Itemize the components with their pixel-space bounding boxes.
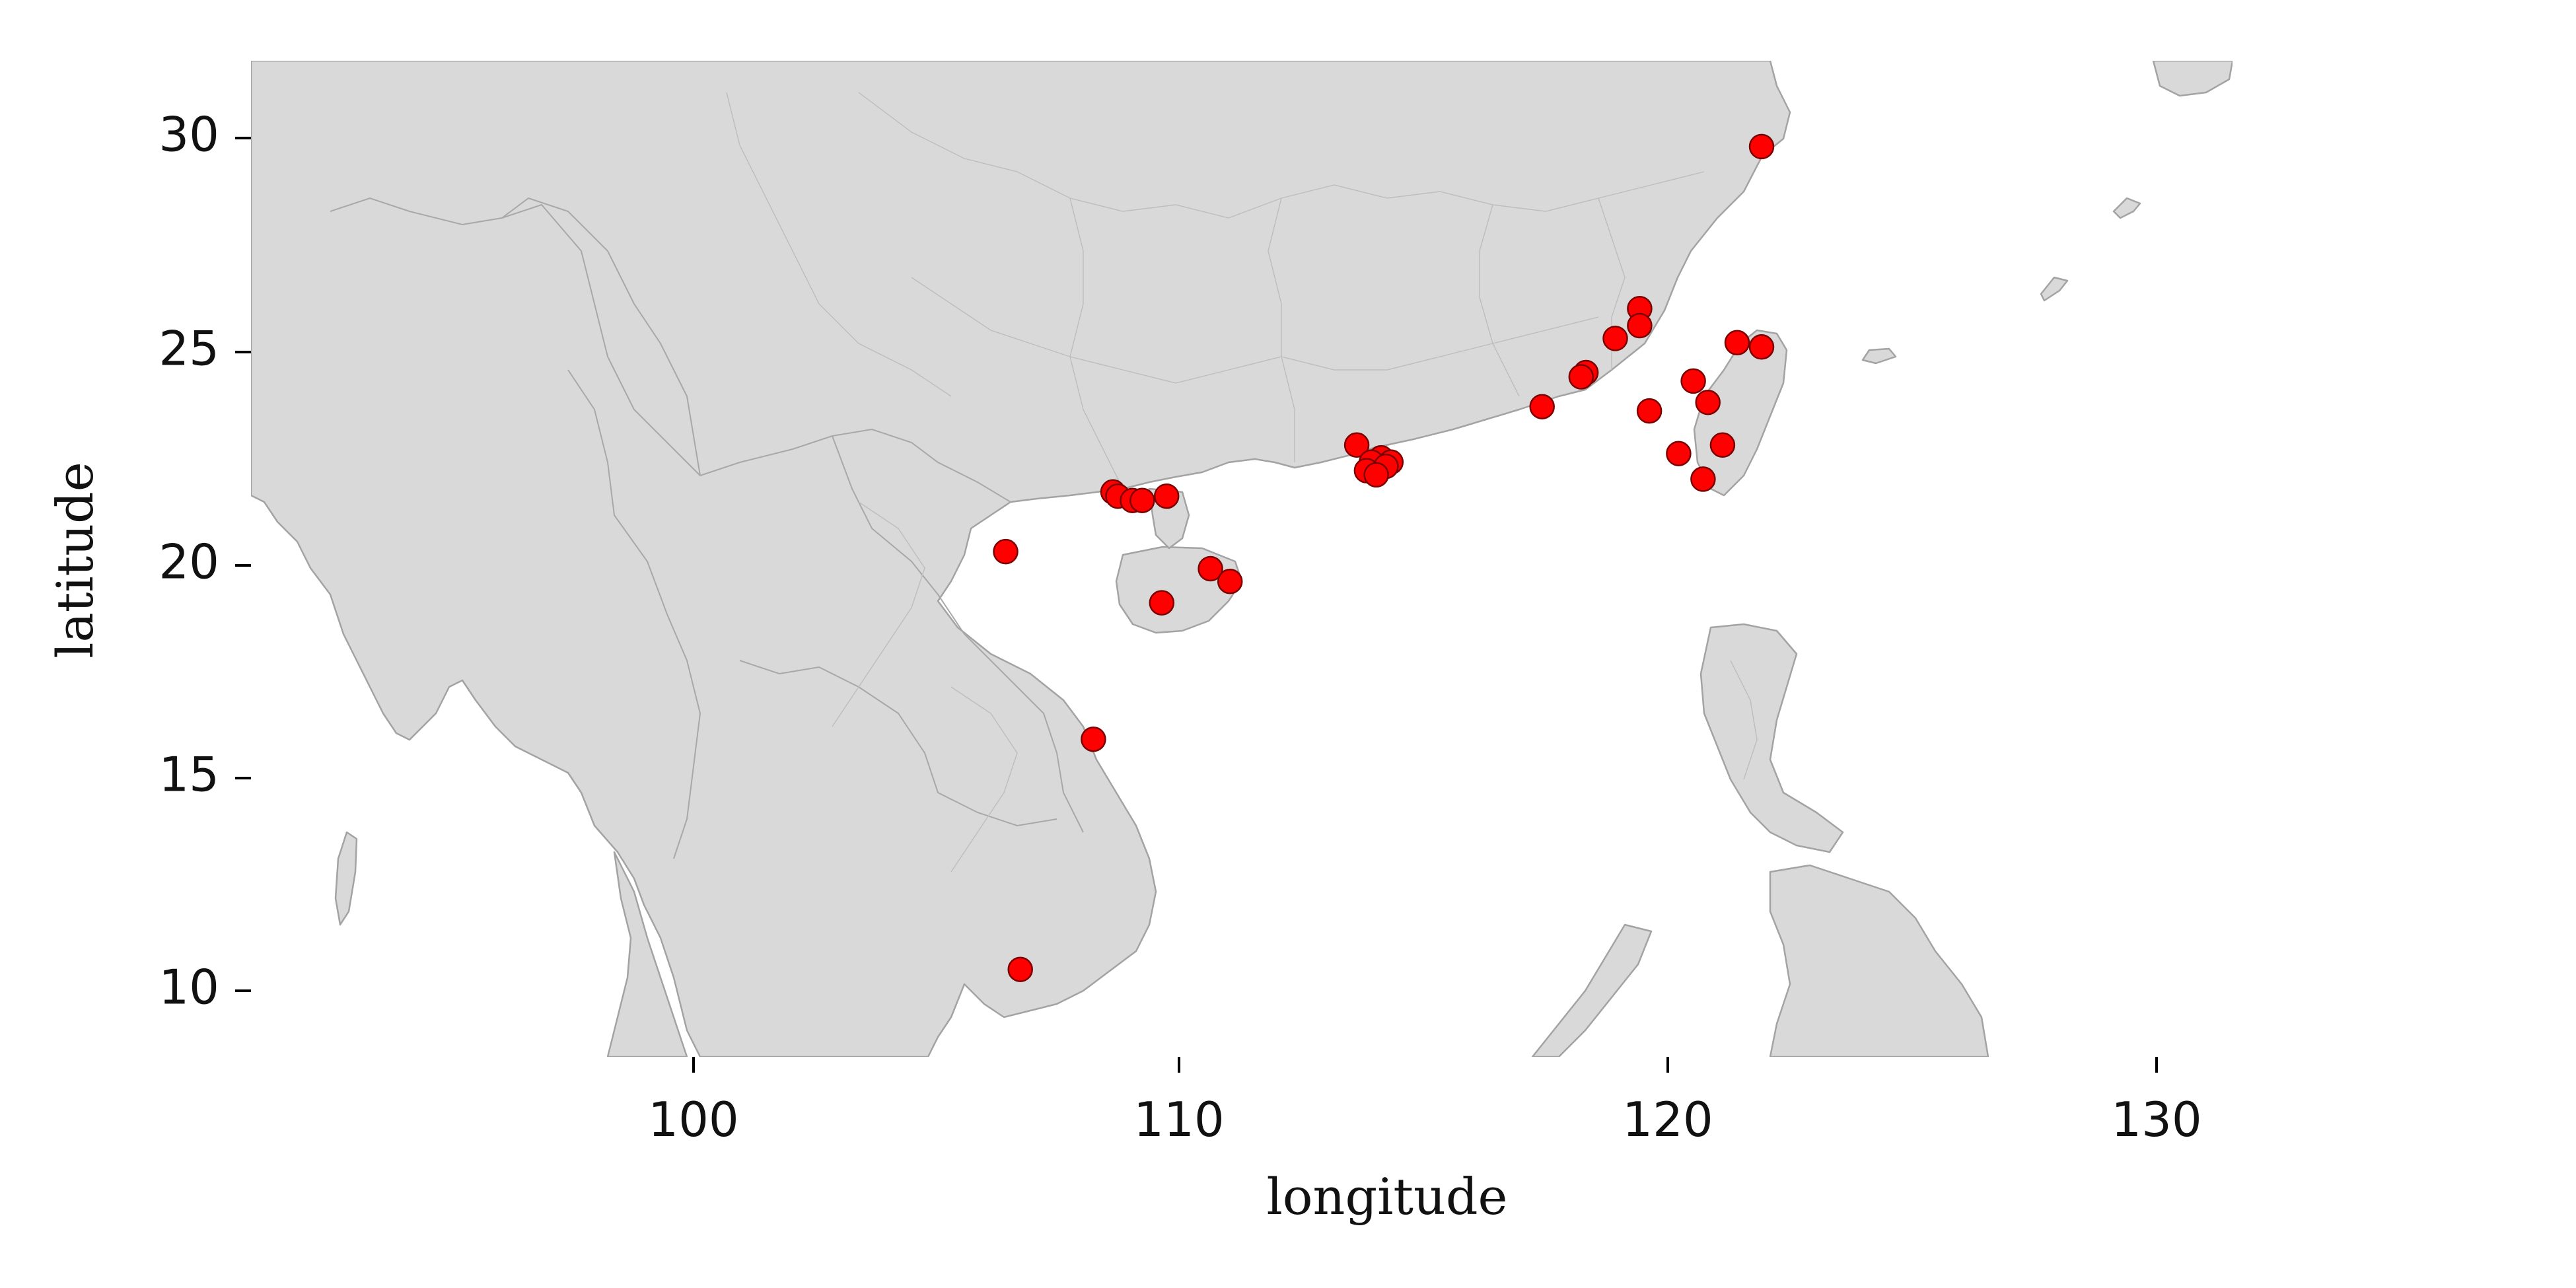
y-tick-label: 10 — [159, 960, 219, 1015]
y-axis: 30 25 20 15 10 latitude — [46, 107, 251, 1015]
province-border-8 — [832, 501, 925, 727]
visayas-islands — [1769, 864, 1989, 1057]
x-tick: 120 — [1622, 1057, 1713, 1147]
location-markers — [993, 133, 1775, 982]
location-marker — [1666, 441, 1692, 466]
y-tick: 10 — [159, 960, 251, 1015]
x-axis-title: longitude — [1266, 1167, 1507, 1226]
x-tick-label: 120 — [1622, 1092, 1713, 1147]
ryukyu-island-3 — [1861, 347, 1897, 365]
x-tick-label: 110 — [1133, 1092, 1224, 1147]
province-border-9 — [950, 686, 1018, 873]
province-border-4 — [1268, 197, 1295, 462]
malay-peninsula — [606, 851, 688, 1057]
map-area — [251, 61, 2233, 1057]
y-tick-label: 20 — [159, 534, 219, 590]
x-axis: 100 110 120 130 longitude — [648, 1057, 2202, 1226]
province-border-5 — [1479, 204, 1520, 397]
location-marker — [1690, 466, 1716, 492]
province-border-10 — [1730, 660, 1758, 780]
palawan-island — [1531, 923, 1653, 1057]
kyushu-fragment — [2152, 61, 2233, 97]
location-marker — [1602, 326, 1628, 351]
ryukyu-island-2 — [2040, 276, 2069, 302]
location-marker — [993, 538, 1019, 565]
border-myanmar-thailand — [567, 369, 701, 859]
y-tick: 30 — [159, 107, 251, 162]
location-marker — [1636, 398, 1663, 424]
border-tibet-yunnan — [501, 197, 701, 476]
y-tick-label: 25 — [159, 321, 219, 376]
border-thailand-cambodia — [739, 660, 1057, 827]
location-marker — [1217, 569, 1243, 594]
province-border-7 — [726, 92, 952, 397]
location-marker — [1129, 487, 1155, 513]
y-tick: 15 — [159, 747, 251, 803]
province-border-2 — [911, 277, 1599, 384]
location-marker — [1568, 364, 1594, 390]
location-marker — [1748, 334, 1775, 360]
andaman-islands — [334, 831, 358, 926]
x-tick: 110 — [1133, 1057, 1225, 1147]
border-china-indochina — [699, 428, 1011, 503]
location-marker — [1363, 462, 1389, 488]
location-marker — [1007, 956, 1033, 982]
location-marker — [1748, 133, 1775, 160]
border-laos-vietnam — [832, 435, 1084, 833]
x-tick: 100 — [648, 1057, 739, 1147]
location-marker — [1149, 590, 1175, 616]
x-tick-label: 130 — [2111, 1092, 2201, 1147]
x-tick: 130 — [2111, 1057, 2202, 1147]
mainland-asia — [251, 61, 1791, 1057]
location-marker — [1724, 330, 1750, 356]
location-marker — [1529, 394, 1555, 419]
location-marker — [1627, 312, 1653, 339]
ryukyu-island — [2112, 197, 2141, 219]
location-marker — [1709, 432, 1736, 458]
y-axis-title: latitude — [46, 462, 104, 659]
location-marker — [1198, 555, 1223, 582]
border-myanmar-india — [330, 197, 701, 476]
location-marker — [1680, 368, 1706, 394]
x-tick-label: 100 — [648, 1092, 738, 1147]
y-tick-label: 15 — [159, 747, 219, 803]
location-marker — [1153, 483, 1180, 509]
location-marker — [1081, 726, 1106, 752]
province-border-3 — [1069, 197, 1124, 489]
y-tick-label: 30 — [159, 107, 219, 162]
luzon-island — [1699, 623, 1844, 853]
y-tick: 25 — [159, 321, 251, 376]
location-marker — [1695, 389, 1721, 415]
y-tick: 20 — [159, 534, 251, 590]
location-marker — [1343, 432, 1370, 458]
